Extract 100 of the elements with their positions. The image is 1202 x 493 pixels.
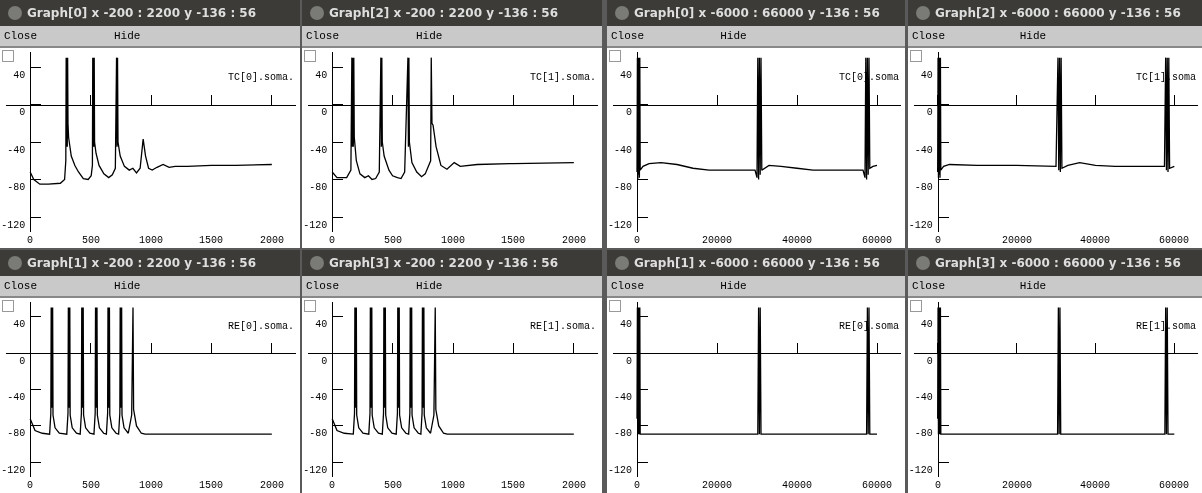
x-tick-label: 0	[935, 480, 942, 491]
x-tick-label: 1500	[501, 480, 526, 491]
y-tick-label: 0	[19, 107, 26, 118]
text: Hide	[1019, 279, 1047, 294]
x-tick-label: 0	[27, 480, 34, 491]
x-tick-label: 40000	[1080, 480, 1111, 491]
y-tick-label: 0	[926, 355, 933, 367]
y-tick-label: 40	[315, 69, 328, 81]
text: RE[0].soma.	[228, 321, 295, 332]
y-tick-label: 40	[920, 319, 933, 331]
x-tick-label: 0	[329, 235, 336, 246]
x-tick-label: 2000	[260, 480, 285, 491]
y-tick-label: -40	[914, 144, 933, 156]
y-tick-label: 0	[926, 107, 933, 118]
x-tick-label: 60000	[1159, 235, 1190, 246]
x-tick-label: 500	[384, 480, 403, 491]
y-tick-label: -40	[309, 144, 328, 156]
x-tick-label: 1500	[501, 235, 526, 246]
y-tick-label: -120	[1, 219, 26, 231]
y-tick-label: -80	[7, 428, 26, 440]
x-tick-label: 0	[634, 480, 641, 491]
chart-title: Graph[2] x -6000 : 66000 y -136 : 56	[935, 5, 1181, 22]
chart-title: Graph[2] x -200 : 2200 y -136 : 56	[329, 5, 559, 22]
text: Close	[4, 29, 38, 44]
x-tick-label: 40000	[1080, 235, 1111, 246]
y-tick-label: 40	[619, 319, 632, 331]
text: Close	[611, 279, 645, 294]
chart-title: Graph[3] x -200 : 2200 y -136 : 56	[329, 255, 559, 272]
text: Close	[611, 29, 645, 44]
x-tick-label: 20000	[1002, 480, 1033, 491]
x-tick-label: 2000	[562, 235, 587, 246]
y-tick-label: 0	[625, 107, 632, 118]
y-tick-label: -120	[607, 219, 632, 231]
text: Hide	[1019, 29, 1047, 44]
y-tick-label: 40	[13, 69, 26, 81]
text: TC[1].soma.	[530, 72, 597, 83]
chart-title: Graph[1] x -200 : 2200 y -136 : 56	[27, 255, 257, 272]
x-tick-label: 2000	[260, 235, 285, 246]
chart-title: Graph[0] x -6000 : 66000 y -136 : 56	[634, 5, 880, 22]
y-tick-label: -80	[914, 182, 933, 193]
text: Close	[912, 29, 946, 44]
text: Close	[306, 29, 340, 44]
y-tick-label: -120	[303, 219, 328, 231]
y-tick-label: 0	[321, 107, 328, 118]
chart-title: Graph[1] x -6000 : 66000 y -136 : 56	[634, 255, 880, 272]
x-tick-label: 0	[634, 235, 641, 246]
x-tick-label: 0	[329, 480, 336, 491]
y-tick-label: -120	[303, 464, 328, 476]
y-tick-label: -40	[7, 392, 26, 403]
y-tick-label: -40	[7, 144, 26, 156]
y-tick-label: -40	[914, 392, 933, 403]
x-tick-label: 2000	[562, 480, 587, 491]
x-tick-label: 20000	[702, 480, 733, 491]
x-tick-label: 40000	[782, 235, 813, 246]
x-tick-label: 20000	[1002, 235, 1033, 246]
y-tick-label: -80	[7, 182, 26, 193]
x-tick-label: 500	[82, 235, 101, 246]
x-tick-label: 1000	[441, 480, 466, 491]
text: Hide	[720, 29, 747, 44]
text: Hide	[114, 279, 141, 294]
text: Close	[306, 279, 340, 294]
y-tick-label: 0	[19, 355, 26, 367]
x-tick-label: 1000	[139, 480, 164, 491]
y-tick-label: -80	[309, 428, 328, 440]
text: Hide	[114, 29, 141, 44]
y-tick-label: 40	[920, 69, 933, 81]
y-tick-label: -40	[613, 392, 632, 403]
y-tick-label: -80	[613, 182, 632, 193]
x-tick-label: 1000	[139, 235, 164, 246]
y-tick-label: 40	[619, 69, 632, 81]
x-tick-label: 500	[82, 480, 101, 491]
text: Hide	[416, 279, 443, 294]
text: Close	[912, 279, 946, 294]
x-tick-label: 1500	[199, 480, 224, 491]
x-tick-label: 1000	[441, 235, 466, 246]
text: Hide	[416, 29, 443, 44]
y-tick-label: -80	[309, 182, 328, 193]
y-tick-label: -40	[309, 392, 328, 403]
y-tick-label: -80	[914, 428, 933, 440]
chart-title: Graph[3] x -6000 : 66000 y -136 : 56	[935, 255, 1181, 272]
x-tick-label: 500	[384, 235, 403, 246]
x-tick-label: 60000	[862, 235, 893, 246]
x-tick-label: 1500	[199, 235, 224, 246]
y-tick-label: -120	[1, 464, 26, 476]
x-tick-label: 0	[27, 235, 34, 246]
text: TC[0].soma.	[228, 72, 295, 83]
y-tick-label: 0	[321, 355, 328, 367]
text: RE[1].soma.	[530, 321, 597, 332]
chart-title: Graph[0] x -200 : 2200 y -136 : 56	[27, 5, 257, 22]
y-tick-label: 40	[13, 319, 26, 331]
y-tick-label: 40	[315, 319, 328, 331]
y-tick-label: -120	[908, 219, 933, 231]
y-tick-label: 0	[625, 355, 632, 367]
y-tick-label: -120	[607, 464, 632, 476]
x-tick-label: 0	[935, 235, 942, 246]
x-tick-label: 60000	[1159, 480, 1190, 491]
text: Close	[4, 279, 38, 294]
x-tick-label: 40000	[782, 480, 813, 491]
x-tick-label: 20000	[702, 235, 733, 246]
y-tick-label: -80	[613, 428, 632, 440]
